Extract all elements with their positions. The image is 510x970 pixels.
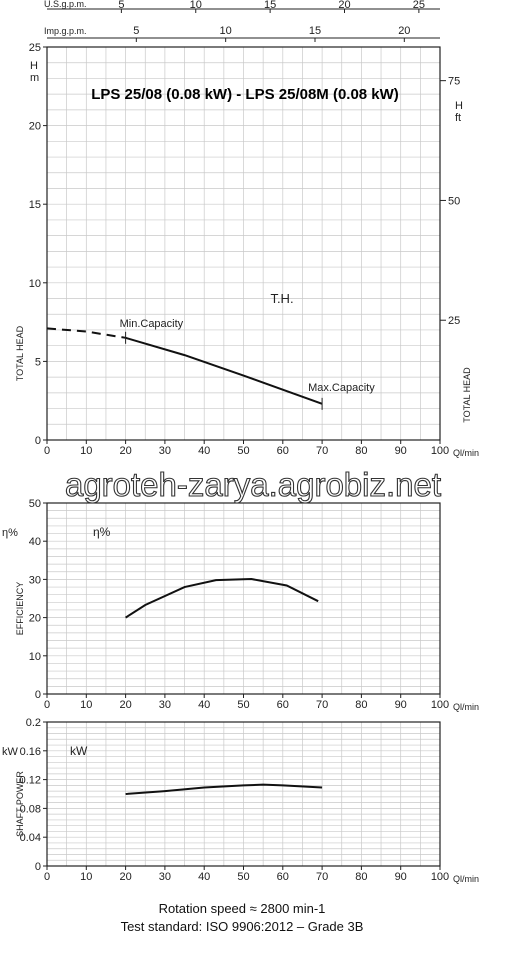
x-tick-label: 60	[277, 445, 289, 457]
usgpm-tick-label: 5	[118, 0, 124, 11]
x-tick-label: 70	[316, 445, 328, 457]
curve-total-head	[125, 336, 323, 405]
x-tick-label: 60	[277, 699, 289, 711]
x-tick-label: 100	[431, 871, 449, 883]
chart-panel-3: 0 10 20 30 40 50 60 70 80 90 100 Ql/min 0 0.04 0.08 0.1…	[2, 717, 479, 884]
x-tick-label: 70	[316, 871, 328, 883]
chart-title: LPS 25/08 (0.08 kW) - LPS 25/08M (0.08 k…	[91, 86, 399, 103]
x-tick-label: 0	[44, 871, 50, 883]
y-tick-label: 0	[35, 689, 41, 701]
y-tick-label: 15	[29, 199, 41, 211]
y-unit-label: m	[30, 72, 39, 84]
y-right-tick-label: 75	[448, 76, 460, 88]
y-tick-label: 50	[29, 498, 41, 510]
x-tick-label: 0	[44, 445, 50, 457]
x-tick-label: 100	[431, 699, 449, 711]
curve-label: η%	[93, 525, 111, 539]
capacity-annotation: Min.Capacity	[120, 318, 184, 330]
x-unit-label: Ql/min	[453, 702, 479, 712]
y-right-unit-label: H	[455, 100, 463, 112]
x-tick-label: 20	[119, 871, 131, 883]
grid	[46, 46, 441, 441]
curve-extrapolated	[46, 327, 126, 339]
y-right-tick-label: 50	[448, 195, 460, 207]
y-tick-label: 0.04	[20, 832, 41, 844]
x-tick-label: 30	[159, 871, 171, 883]
y-tick-label: 0.12	[20, 775, 41, 787]
x-tick-label: 30	[159, 699, 171, 711]
x-tick-label: 40	[198, 445, 210, 457]
x-tick-label: 10	[80, 445, 92, 457]
x-tick-label: 80	[355, 871, 367, 883]
chart-panel-2: 0 10 20 30 40 50 60 70 80 90 100 Ql/min 0 10 20 30 40 50 E…	[2, 498, 479, 712]
x-tick-label: 0	[44, 699, 50, 711]
x-tick-label: 100	[431, 445, 449, 457]
x-tick-label: 80	[355, 445, 367, 457]
chart-panel-1: 0 10 20 30 40 50 60 70 80 90 100 Ql/min 0 5 10 15 20 25 TO…	[15, 42, 479, 458]
curve-label: kW	[70, 744, 88, 758]
y-tick-label: 10	[29, 651, 41, 663]
x-tick-label: 70	[316, 699, 328, 711]
x-tick-label: 50	[237, 445, 249, 457]
x-unit-label: Ql/min	[453, 874, 479, 884]
y-tick-label: 0	[35, 435, 41, 447]
x-tick-label: 10	[80, 699, 92, 711]
y-axis-label: EFFICIENCY	[15, 582, 25, 636]
x-tick-label: 90	[395, 445, 407, 457]
impgpm-tick-label: 5	[133, 25, 139, 37]
x-tick-label: 90	[395, 699, 407, 711]
grid	[46, 721, 441, 867]
x-tick-label: 20	[119, 699, 131, 711]
x-tick-label: 40	[198, 871, 210, 883]
x-tick-label: 30	[159, 445, 171, 457]
usgpm-tick-label: 25	[413, 0, 425, 11]
usgpm-tick-label: 20	[338, 0, 350, 11]
y-tick-label: 0.2	[26, 717, 41, 729]
y-tick-label: 0	[35, 861, 41, 873]
x-tick-label: 50	[237, 699, 249, 711]
y-tick-label: 10	[29, 278, 41, 290]
y-tick-label: 20	[29, 613, 41, 625]
watermark-text: agroteh-zarya.agrobiz.net	[65, 466, 441, 503]
curve-series	[125, 578, 319, 619]
curve-series	[125, 783, 323, 795]
x-unit-label: Ql/min	[453, 448, 479, 458]
footer-test-standard: Test standard: ISO 9906:2012 – Grade 3B	[121, 919, 364, 934]
y-tick-label: 30	[29, 574, 41, 586]
curve-label: T.H.	[270, 291, 293, 306]
y-unit-label: η%	[2, 527, 18, 539]
y-right-tick-label: 25	[448, 315, 460, 327]
x-tick-label: 10	[80, 871, 92, 883]
usgpm-tick-label: 10	[190, 0, 202, 11]
y-tick-label: 5	[35, 356, 41, 368]
y-tick-label: 0.08	[20, 803, 41, 815]
y-tick-label: 25	[29, 42, 41, 54]
x-tick-label: 40	[198, 699, 210, 711]
y-tick-label: 0.16	[20, 746, 41, 758]
usgpm-axis-label: U.S.g.p.m.	[44, 0, 87, 9]
usgpm-tick-label: 15	[264, 0, 276, 11]
capacity-annotation: Max.Capacity	[308, 382, 375, 394]
y-tick-label: 40	[29, 536, 41, 548]
x-tick-label: 60	[277, 871, 289, 883]
y-right-unit-label: ft	[455, 112, 461, 124]
impgpm-tick-label: 20	[398, 25, 410, 37]
x-tick-label: 50	[237, 871, 249, 883]
x-tick-label: 90	[395, 871, 407, 883]
impgpm-tick-label: 10	[220, 25, 232, 37]
y-axis-label: TOTAL HEAD	[15, 325, 25, 381]
top-flow-axes: U.S.g.p.m. Imp.g.p.m. 5 10 15 20 25 5 10 15 20	[44, 0, 440, 42]
y-right-axis-label: TOTAL HEAD	[462, 367, 472, 423]
y-unit-label: H	[30, 60, 38, 72]
y-unit-label: kW	[2, 746, 19, 758]
impgpm-axis-label: Imp.g.p.m.	[44, 26, 87, 36]
x-tick-label: 80	[355, 699, 367, 711]
y-axis-label: SHAFT POWER	[15, 771, 25, 837]
footer-rotation-speed: Rotation speed ≈ 2800 min-1	[159, 901, 326, 916]
y-tick-label: 20	[29, 121, 41, 133]
x-tick-label: 20	[119, 445, 131, 457]
impgpm-tick-label: 15	[309, 25, 321, 37]
